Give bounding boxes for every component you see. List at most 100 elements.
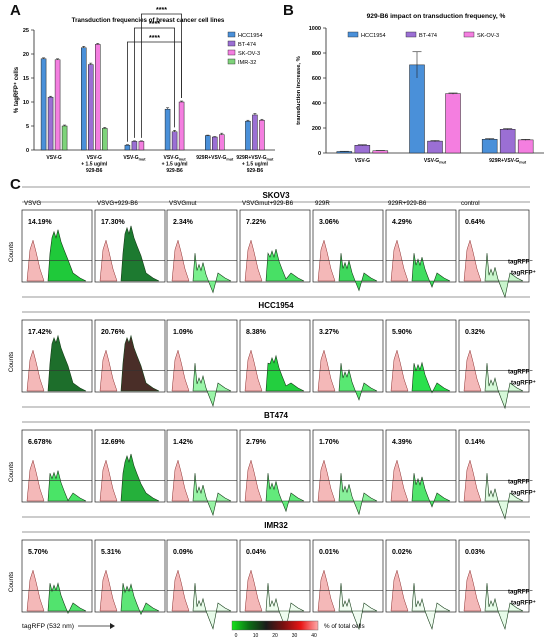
y-axis-label: transduction increase, % bbox=[296, 56, 302, 125]
histogram-panel bbox=[94, 539, 166, 616]
histogram-panel bbox=[458, 209, 530, 299]
colorbar-tick-label: 20 bbox=[272, 633, 278, 639]
bar bbox=[178, 101, 185, 151]
percent-label: 6.678% bbox=[28, 439, 53, 446]
sample-histogram bbox=[192, 253, 232, 294]
histogram-panel bbox=[166, 319, 238, 408]
bar bbox=[47, 96, 54, 151]
x-tick-label: VSV-G bbox=[355, 158, 370, 164]
legend-label: IMR-32 bbox=[238, 60, 256, 66]
percent-label: 0.09% bbox=[173, 549, 194, 556]
percent-label: 1.09% bbox=[173, 329, 194, 336]
sample-histogram bbox=[338, 363, 378, 401]
bar bbox=[445, 93, 461, 154]
bar bbox=[481, 139, 498, 154]
sample-histogram bbox=[411, 473, 451, 508]
gate-label-positive: tagRFP⁺ bbox=[511, 489, 536, 496]
histogram-panel bbox=[458, 539, 530, 631]
x-tick-label: 929-B6 bbox=[247, 168, 264, 174]
percent-label: 4.29% bbox=[392, 219, 413, 226]
y-axis-label: Counts bbox=[8, 241, 15, 262]
x-tick-label: + 1.5 ug/ml bbox=[81, 162, 108, 168]
y-tick-label: 0 bbox=[26, 148, 29, 154]
y-tick-label: 20 bbox=[23, 52, 29, 58]
sample-histogram bbox=[47, 334, 87, 392]
legend-label: BT-474 bbox=[419, 33, 437, 39]
x-tick-label: 929R+VSV-Gmut bbox=[489, 158, 527, 165]
histogram-panel bbox=[239, 429, 311, 513]
bar bbox=[427, 140, 443, 154]
gate-label-negative: tagRFP⁻ bbox=[508, 368, 533, 375]
y-axis-label: Counts bbox=[8, 461, 15, 482]
percent-label: 12.69% bbox=[101, 439, 126, 446]
legend-swatch bbox=[227, 40, 236, 47]
percent-label: 0.02% bbox=[392, 549, 413, 556]
significance-bracket bbox=[134, 27, 175, 138]
percent-label: 7.22% bbox=[246, 219, 267, 226]
colorbar-tick-label: 10 bbox=[253, 633, 259, 639]
legend-label: HCC1954 bbox=[361, 33, 386, 39]
bar bbox=[212, 136, 218, 151]
bar bbox=[124, 144, 131, 151]
bar bbox=[409, 64, 425, 154]
histogram-panel bbox=[166, 429, 238, 517]
significance-label: **** bbox=[149, 35, 160, 42]
column-title: VSVGmut+929-B6 bbox=[242, 200, 294, 207]
significance-label: **** bbox=[149, 21, 160, 28]
histogram-panel bbox=[385, 539, 457, 631]
legend-swatch bbox=[347, 31, 359, 38]
chart-a: Transduction frequencies of breast cance… bbox=[13, 7, 275, 174]
significance-bracket bbox=[127, 41, 182, 142]
sample-histogram bbox=[265, 354, 305, 392]
histogram-panel bbox=[385, 209, 457, 289]
sample-histogram bbox=[484, 253, 524, 299]
percent-label: 0.03% bbox=[465, 549, 486, 556]
column-title: 929R bbox=[315, 200, 330, 207]
sample-histogram bbox=[338, 253, 378, 292]
bar bbox=[245, 120, 251, 151]
legend-label: SK-OV-3 bbox=[477, 33, 499, 39]
histogram-panel bbox=[94, 209, 166, 283]
histogram-panel bbox=[458, 319, 530, 410]
panel-letter-a: A bbox=[10, 2, 21, 19]
histogram-panel bbox=[239, 209, 311, 283]
y-tick-label: 25 bbox=[23, 28, 29, 34]
histogram-panel bbox=[239, 319, 311, 393]
x-tick-label: VSV-G bbox=[87, 155, 102, 161]
column-title: control bbox=[461, 200, 480, 207]
legend-swatch bbox=[227, 31, 236, 38]
histogram-panel bbox=[312, 539, 384, 631]
bar bbox=[95, 44, 101, 151]
legend-swatch bbox=[463, 31, 475, 38]
y-tick-label: 600 bbox=[312, 76, 321, 82]
histogram-panel bbox=[166, 539, 238, 630]
chart-title: Transduction frequencies of breast cance… bbox=[72, 17, 225, 24]
chart-b: 929-B6 impact on transduction frequency,… bbox=[296, 13, 544, 165]
x-tick-label: + 1.5 ug/ml bbox=[242, 162, 269, 168]
sample-histogram bbox=[47, 582, 87, 614]
sample-histogram bbox=[265, 248, 305, 282]
percent-label: 0.01% bbox=[319, 549, 340, 556]
percent-label: 2.34% bbox=[173, 219, 194, 226]
histogram-panel bbox=[385, 429, 457, 508]
colorbar-tick-label: 30 bbox=[292, 633, 298, 639]
x-axis-arrowhead bbox=[110, 623, 115, 629]
percent-label: 0.32% bbox=[465, 329, 486, 336]
histogram-panel bbox=[239, 539, 311, 630]
column-title: VSVG+929-B6 bbox=[97, 200, 138, 207]
percent-label: 1.70% bbox=[319, 439, 340, 446]
y-tick-label: 15 bbox=[23, 76, 29, 82]
chart-c: SKOV3 Counts VSVG 14.19% VSVG+929-B6 17.30% VS… bbox=[8, 186, 536, 639]
y-tick-label: 5 bbox=[26, 124, 29, 130]
gate-label-positive: tagRFP⁺ bbox=[511, 379, 536, 386]
bar bbox=[252, 114, 258, 151]
legend-label: SK-OV-3 bbox=[238, 51, 260, 57]
y-axis-label: Counts bbox=[8, 351, 15, 372]
y-axis-label: % tagRFP⁺ cells bbox=[13, 66, 20, 113]
sample-histogram bbox=[338, 583, 378, 631]
column-title: VSVG bbox=[24, 200, 41, 207]
significance-bracket bbox=[141, 13, 182, 138]
bar bbox=[138, 141, 145, 151]
legend-swatch bbox=[405, 31, 417, 38]
